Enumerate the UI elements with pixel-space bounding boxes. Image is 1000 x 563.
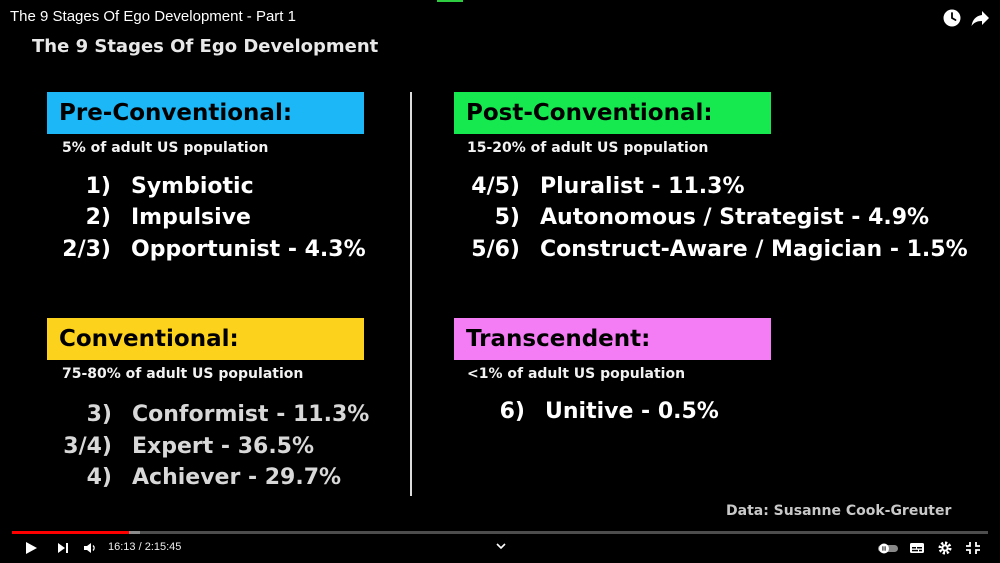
stage-label: Impulsive [131, 205, 251, 230]
stage-item: 2) Impulsive [86, 203, 251, 233]
stage-item: 3/4) Expert - 36.5% [63, 432, 315, 462]
subtitles-icon[interactable] [908, 540, 926, 556]
stage-label: Conformist - 11.3% [132, 402, 370, 427]
section-divider [410, 92, 412, 496]
stage-item: 6) Unitive - 0.5% [500, 397, 719, 427]
stage-label: Symbiotic [131, 174, 254, 199]
top-bar: The 9 Stages Of Ego Development - Part 1 [0, 0, 1000, 40]
chevron-down-icon[interactable] [492, 538, 510, 554]
stage-number: 3) [86, 402, 112, 427]
stage-number: 5/6) [471, 237, 520, 262]
stage-label: Opportunist - 4.3% [131, 237, 366, 262]
pre-conventional-population: 5% of adult US population [62, 140, 269, 156]
stage-number: 6) [499, 399, 525, 424]
gear-icon[interactable] [936, 540, 954, 556]
pre-conventional-header: Pre-Conventional: [47, 92, 364, 134]
stage-number: 4/5) [471, 174, 520, 199]
post-conventional-population: 15-20% of adult US population [467, 140, 709, 156]
video-title[interactable]: The 9 Stages Of Ego Development - Part 1 [10, 8, 296, 25]
stage-item: 2/3) Opportunist - 4.3% [62, 235, 366, 265]
stage-label: Expert - 36.5% [132, 434, 315, 459]
stage-label: Achiever - 29.7% [132, 465, 342, 490]
slide-title: The 9 Stages Of Ego Development [32, 36, 379, 57]
stage-number: 2/3) [62, 237, 111, 262]
stage-number: 5) [494, 205, 520, 230]
stage-label: Construct-Aware / Magician - 1.5% [540, 237, 968, 262]
top-accent-bar [437, 0, 463, 2]
share-icon[interactable] [970, 8, 990, 28]
stage-number: 2) [85, 205, 111, 230]
stage-number: 4) [86, 465, 112, 490]
progress-played [12, 531, 129, 534]
stage-item: 4) Achiever - 29.7% [87, 463, 342, 493]
autoplay-toggle-icon[interactable] [876, 540, 900, 556]
stage-label: Unitive - 0.5% [545, 399, 719, 424]
stage-label: Pluralist - 11.3% [540, 174, 745, 199]
stage-item: 5) Autonomous / Strategist - 4.9% [495, 203, 930, 233]
player-controls: 16:13 / 2:15:45 [0, 528, 1000, 563]
clock-icon[interactable] [942, 8, 962, 28]
stage-item: 4/5) Pluralist - 11.3% [471, 172, 745, 202]
stage-number: 1) [85, 174, 111, 199]
stage-label: Autonomous / Strategist - 4.9% [540, 205, 930, 230]
time-display: 16:13 / 2:15:45 [108, 541, 182, 553]
exit-fullscreen-icon[interactable] [964, 540, 982, 556]
post-conventional-header: Post-Conventional: [454, 92, 771, 134]
progress-bar[interactable] [12, 531, 988, 534]
stage-item: 3) Conformist - 11.3% [87, 400, 370, 430]
next-icon[interactable] [54, 540, 72, 556]
conventional-header: Conventional: [47, 318, 364, 360]
stage-item: 1) Symbiotic [86, 172, 254, 202]
stage-item: 5/6) Construct-Aware / Magician - 1.5% [471, 235, 968, 265]
stage-number: 3/4) [63, 434, 112, 459]
data-credit: Data: Susanne Cook-Greuter [726, 503, 952, 519]
volume-icon[interactable] [82, 540, 100, 556]
transcendent-header: Transcendent: [454, 318, 771, 360]
conventional-population: 75-80% of adult US population [62, 366, 304, 382]
play-icon[interactable] [22, 540, 40, 556]
transcendent-population: <1% of adult US population [467, 366, 686, 382]
